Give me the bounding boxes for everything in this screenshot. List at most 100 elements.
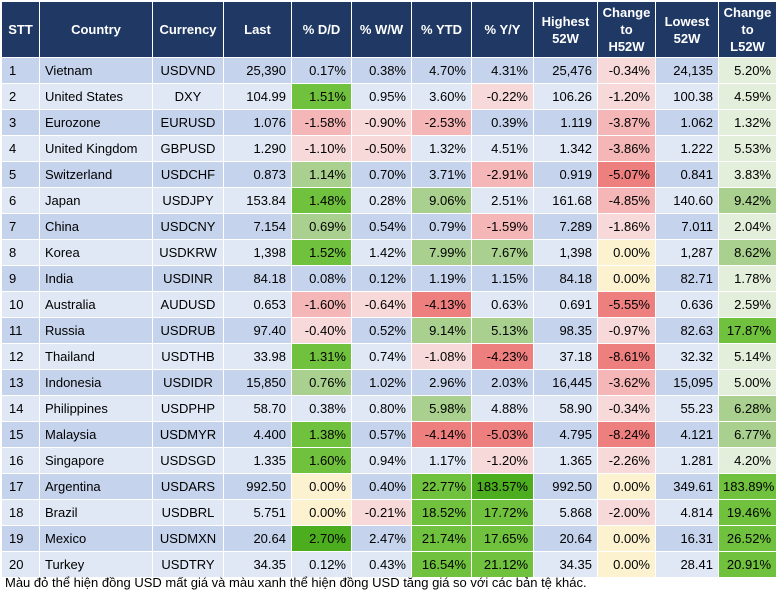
cell-stt: 11 (1, 317, 40, 344)
cell-low: 140.60 (655, 187, 719, 214)
cell-low: 349.61 (655, 473, 719, 500)
cell-stt: 10 (1, 291, 40, 318)
cell-dd: 1.60% (291, 447, 352, 474)
table-row: 17 Argentina USDARS 992.50 0.00% 0.40% 22.77% 1… (1, 473, 777, 500)
col-stt-header: STT (1, 1, 40, 58)
table-row: 8 Korea USDKRW 1,398 1.52% 1.42% 7.99% 7.67% 1,3… (1, 239, 777, 266)
cell-ch-low: 1.78% (718, 265, 777, 292)
cell-yy: 4.88% (471, 395, 534, 422)
cell-low: 15,095 (655, 369, 719, 396)
cell-last: 1.335 (223, 447, 292, 474)
cell-high: 5.868 (533, 499, 598, 526)
cell-high: 1.342 (533, 135, 598, 162)
cell-ytd: 5.98% (411, 395, 472, 422)
header-row: STT Country Currency Last% D/D% W/W% YTD% Y… (1, 1, 777, 58)
cell-last: 7.154 (223, 213, 292, 240)
cell-ytd: 9.06% (411, 187, 472, 214)
cell-low: 1.222 (655, 135, 719, 162)
table-row: 14 Philippines USDPHP 58.70 0.38% 0.80% 5.98% 4… (1, 395, 777, 422)
cell-ch-low: 5.14% (718, 343, 777, 370)
cell-yy: 7.67% (471, 239, 534, 266)
cell-high: 37.18 (533, 343, 598, 370)
table-row: 12 Thailand USDTHB 33.98 1.31% 0.74% -1.08% -4.… (1, 343, 777, 370)
cell-stt: 17 (1, 473, 40, 500)
cell-high: 106.26 (533, 83, 598, 110)
cell-country: Thailand (39, 343, 153, 370)
cell-ch-high: -3.86% (597, 135, 656, 162)
cell-ch-low: 4.20% (718, 447, 777, 474)
cell-yy: -4.23% (471, 343, 534, 370)
cell-ch-low: 20.91% (718, 551, 777, 578)
col-currency-header: Currency (152, 1, 224, 58)
cell-dd: 0.17% (291, 57, 352, 84)
cell-country: Japan (39, 187, 153, 214)
cell-high: 25,476 (533, 57, 598, 84)
cell-ww: 0.95% (351, 83, 412, 110)
cell-ch-low: 17.87% (718, 317, 777, 344)
cell-ch-high: 0.00% (597, 265, 656, 292)
cell-ww: 1.42% (351, 239, 412, 266)
col-change-l52w-header: Change to L52W (718, 1, 777, 58)
cell-low: 82.71 (655, 265, 719, 292)
cell-ytd: 21.74% (411, 525, 472, 552)
cell-yy: 1.15% (471, 265, 534, 292)
col-country-header: Country (39, 1, 153, 58)
cell-ww: 0.38% (351, 57, 412, 84)
cell-country: Mexico (39, 525, 153, 552)
cell-high: 34.35 (533, 551, 598, 578)
table-header: STT Country Currency Last% D/D% W/W% YTD% Y… (1, 1, 777, 58)
cell-high: 1,398 (533, 239, 598, 266)
cell-last: 20.64 (223, 525, 292, 552)
cell-low: 28.41 (655, 551, 719, 578)
cell-high: 0.919 (533, 161, 598, 188)
cell-currency: AUDUSD (152, 291, 224, 318)
cell-ch-low: 2.59% (718, 291, 777, 318)
cell-dd: 0.69% (291, 213, 352, 240)
cell-last: 15,850 (223, 369, 292, 396)
cell-currency: USDMYR (152, 421, 224, 448)
cell-high: 161.68 (533, 187, 598, 214)
cell-ch-high: -0.97% (597, 317, 656, 344)
footnote: Màu đỏ thể hiện đồng USD mất giá và màu … (5, 575, 587, 590)
cell-country: Indonesia (39, 369, 153, 396)
table-row: 10 Australia AUDUSD 0.653 -1.60% -0.64% -4.13%… (1, 291, 777, 318)
cell-low: 24,135 (655, 57, 719, 84)
cell-currency: USDBRL (152, 499, 224, 526)
cell-ytd: -4.13% (411, 291, 472, 318)
cell-ytd: 1.32% (411, 135, 472, 162)
cell-low: 4.121 (655, 421, 719, 448)
cell-yy: 4.51% (471, 135, 534, 162)
cell-dd: 0.76% (291, 369, 352, 396)
cell-stt: 13 (1, 369, 40, 396)
cell-dd: 0.00% (291, 499, 352, 526)
cell-yy: 0.63% (471, 291, 534, 318)
cell-ch-high: 0.00% (597, 473, 656, 500)
cell-ch-high: -0.34% (597, 57, 656, 84)
table-row: 3 Eurozone EURUSD 1.076 -1.58% -0.90% -2.53% 0.… (1, 109, 777, 136)
cell-ww: -0.21% (351, 499, 412, 526)
cell-country: United Kingdom (39, 135, 153, 162)
cell-low: 7.011 (655, 213, 719, 240)
cell-low: 55.23 (655, 395, 719, 422)
cell-ch-high: -0.34% (597, 395, 656, 422)
cell-country: Philippines (39, 395, 153, 422)
cell-currency: USDPHP (152, 395, 224, 422)
cell-ch-low: 19.46% (718, 499, 777, 526)
cell-country: Korea (39, 239, 153, 266)
cell-ww: 0.12% (351, 265, 412, 292)
cell-stt: 1 (1, 57, 40, 84)
cell-yy: -1.59% (471, 213, 534, 240)
cell-ww: 0.40% (351, 473, 412, 500)
cell-currency: USDTRY (152, 551, 224, 578)
cell-last: 5.751 (223, 499, 292, 526)
cell-last: 1,398 (223, 239, 292, 266)
cell-currency: USDIDR (152, 369, 224, 396)
cell-dd: 1.31% (291, 343, 352, 370)
cell-ch-high: -5.07% (597, 161, 656, 188)
cell-last: 58.70 (223, 395, 292, 422)
cell-ytd: 16.54% (411, 551, 472, 578)
cell-low: 32.32 (655, 343, 719, 370)
cell-country: India (39, 265, 153, 292)
cell-dd: 0.12% (291, 551, 352, 578)
